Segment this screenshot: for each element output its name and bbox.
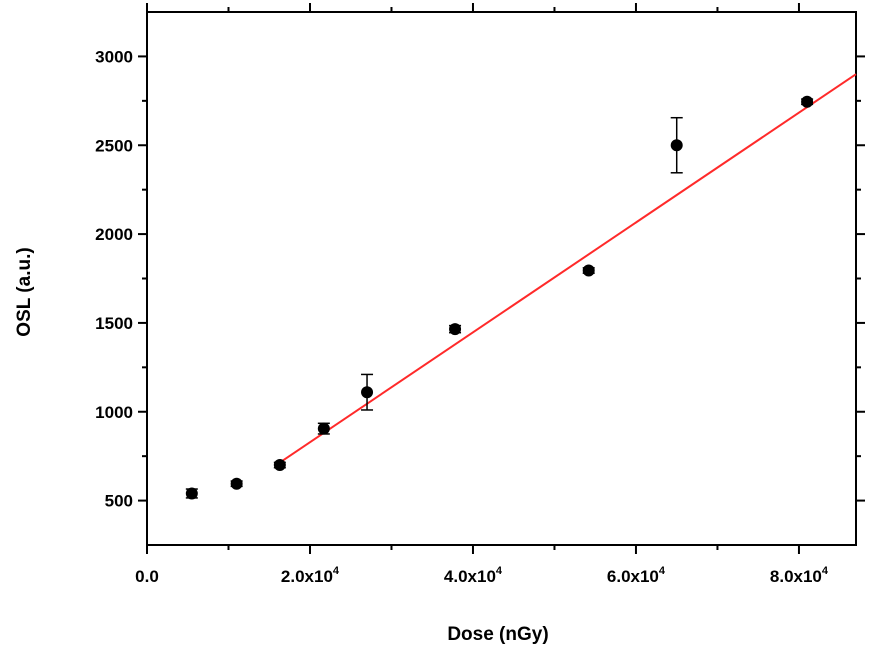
x-tick-label: 4.0x104 (444, 565, 503, 586)
data-point-group (273, 459, 286, 472)
x-tick-label-exponent: 4 (496, 565, 503, 577)
x-tick-label-mantissa: 6.0x10 (607, 567, 659, 586)
data-point (361, 386, 374, 399)
y-tick-label: 1500 (95, 314, 133, 333)
x-axis-title: Dose (nGy) (447, 624, 548, 645)
data-point-group (230, 477, 243, 490)
y-tick-label: 1000 (95, 403, 133, 422)
x-tick-label-exponent: 4 (822, 565, 829, 577)
x-tick-label-exponent: 4 (659, 565, 666, 577)
data-point-group (801, 95, 814, 108)
x-tick-label: 0.0 (135, 567, 159, 586)
x-tick-label-exponent: 4 (333, 565, 340, 577)
axis-ticks (138, 3, 865, 554)
x-tick-label: 8.0x104 (770, 565, 829, 586)
data-point-group (361, 373, 374, 411)
data-point-group (317, 422, 330, 435)
y-tick-label: 2500 (95, 136, 133, 155)
y-tick-label: 2000 (95, 225, 133, 244)
linear-fit-line (276, 73, 857, 465)
data-point (801, 95, 814, 108)
data-point (230, 477, 243, 490)
plot-border (146, 11, 857, 546)
x-tick-label: 6.0x104 (607, 565, 666, 586)
x-tick-label-mantissa: 8.0x10 (770, 567, 822, 586)
x-tick-label-mantissa: 4.0x10 (444, 567, 496, 586)
data-point-group (449, 323, 462, 336)
data-point (449, 323, 462, 336)
data-point (273, 459, 286, 472)
data-point (317, 422, 330, 435)
data-point-group (582, 264, 595, 277)
tick-labels: 0.0 2.0x104 4.0x104 6.0x104 8.0x104500100015… (95, 47, 829, 586)
y-tick-label: 3000 (95, 47, 133, 66)
plot-frame (146, 11, 857, 546)
data-points-layer (185, 95, 814, 500)
data-point-group (185, 487, 198, 500)
data-point (582, 264, 595, 277)
x-tick-label-mantissa: 0.0 (135, 567, 159, 586)
y-axis-title: OSL (a.u.) (14, 247, 35, 336)
data-point-group (670, 116, 683, 174)
x-tick-label: 2.0x104 (281, 565, 340, 586)
y-tick-label: 500 (105, 492, 133, 511)
data-point (185, 487, 198, 500)
linear-fit-layer (276, 73, 857, 465)
x-tick-label-mantissa: 2.0x10 (281, 567, 333, 586)
data-point (670, 139, 683, 152)
